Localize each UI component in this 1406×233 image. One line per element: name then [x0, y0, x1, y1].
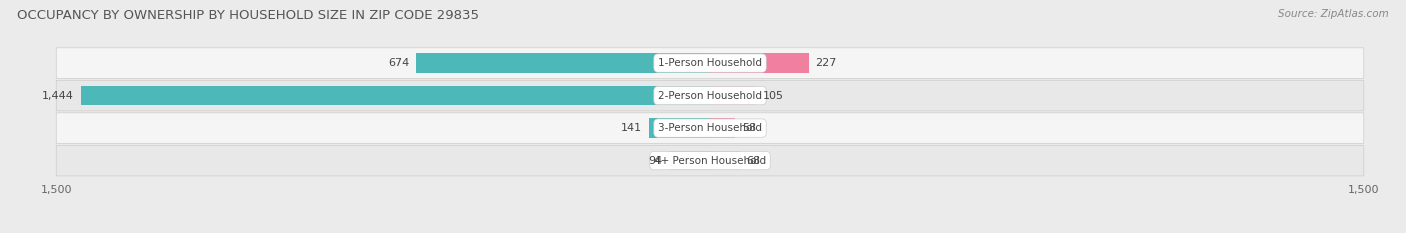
Text: 94: 94: [648, 156, 662, 166]
Text: 58: 58: [742, 123, 756, 133]
Text: 68: 68: [747, 156, 761, 166]
Bar: [669, 151, 710, 170]
Bar: [710, 151, 740, 170]
FancyBboxPatch shape: [56, 113, 1364, 143]
Text: 1,444: 1,444: [42, 91, 75, 101]
Bar: [80, 86, 710, 105]
FancyBboxPatch shape: [56, 80, 1364, 111]
FancyBboxPatch shape: [56, 48, 1364, 78]
Bar: [648, 118, 710, 138]
Bar: [710, 118, 735, 138]
Text: OCCUPANCY BY OWNERSHIP BY HOUSEHOLD SIZE IN ZIP CODE 29835: OCCUPANCY BY OWNERSHIP BY HOUSEHOLD SIZE…: [17, 9, 479, 22]
Bar: [710, 86, 756, 105]
Text: 141: 141: [621, 123, 643, 133]
Bar: [710, 53, 808, 73]
Text: Source: ZipAtlas.com: Source: ZipAtlas.com: [1278, 9, 1389, 19]
Bar: [416, 53, 710, 73]
Text: 1-Person Household: 1-Person Household: [658, 58, 762, 68]
Text: 227: 227: [815, 58, 837, 68]
Text: 3-Person Household: 3-Person Household: [658, 123, 762, 133]
Text: 2-Person Household: 2-Person Household: [658, 91, 762, 101]
Text: 4+ Person Household: 4+ Person Household: [654, 156, 766, 166]
FancyBboxPatch shape: [56, 145, 1364, 176]
Text: 674: 674: [388, 58, 409, 68]
Text: 105: 105: [762, 91, 783, 101]
